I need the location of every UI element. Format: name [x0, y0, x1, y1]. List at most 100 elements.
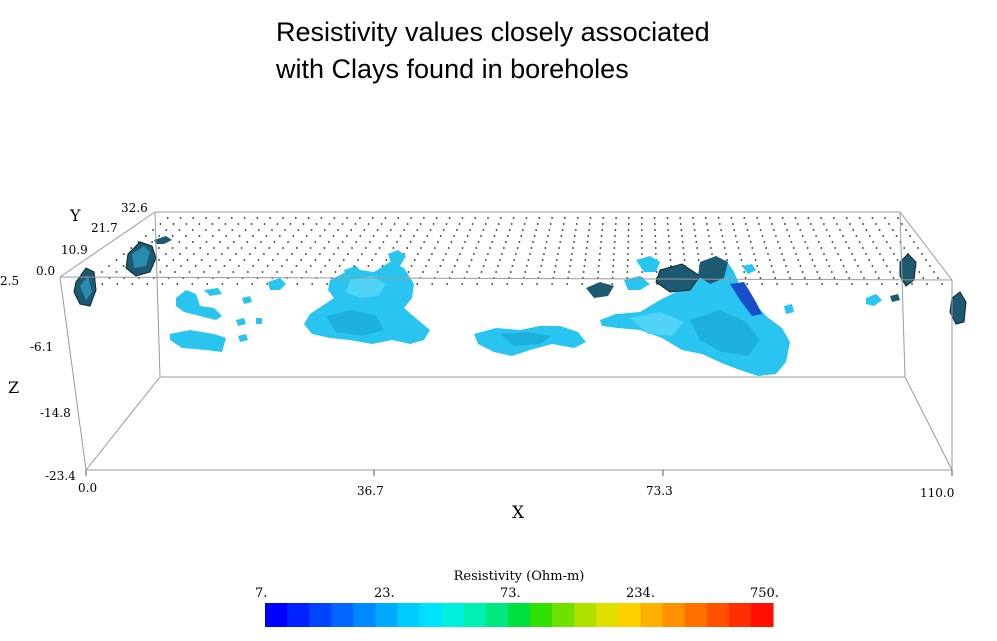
clay-body [170, 330, 226, 352]
electrode-dot [823, 223, 825, 225]
clay-body [890, 294, 900, 302]
electrode-dot [536, 283, 538, 285]
electrode-dot [833, 217, 835, 219]
electrode-dot [925, 259, 927, 261]
electrode-dot [917, 247, 919, 249]
box-edge [59, 211, 156, 278]
electrode-dot [429, 229, 432, 231]
electrode-dot [192, 217, 195, 219]
electrode-dot [497, 265, 499, 267]
axes-bounding-box [59, 211, 953, 471]
electrode-dot [710, 247, 712, 249]
colorbar-swatch [397, 603, 421, 627]
electrode-dot [737, 247, 740, 249]
electrode-dot [355, 241, 358, 243]
electrode-dot [260, 241, 262, 243]
electrode-dot [848, 277, 851, 279]
electrode-dot [566, 283, 568, 285]
electrode-dot [159, 223, 162, 225]
electrode-dot [282, 247, 284, 249]
chart-title-line-2: with Clays found in boreholes [276, 54, 629, 84]
colorbar-swatch [728, 603, 752, 627]
electrode-dot [557, 253, 559, 255]
electrode-dot [680, 229, 683, 231]
electrode-dot [803, 277, 806, 279]
electrode-dot [584, 259, 587, 261]
electrode-dot [901, 223, 903, 225]
electrode-dot [413, 235, 415, 237]
electrode-dot [834, 247, 837, 249]
electrode-dot [854, 259, 856, 261]
electrode-dot [558, 247, 560, 249]
electrode-dot [786, 229, 788, 231]
electrode-dot [213, 247, 215, 249]
electrode-dot [186, 259, 189, 261]
electrode-dot [756, 217, 758, 219]
electrode-dot [722, 241, 725, 243]
electrode-dot [653, 217, 656, 219]
electrode-dot [683, 259, 686, 261]
electrode-dot [337, 229, 339, 231]
electrode-dot [171, 235, 174, 237]
electrode-dot [697, 253, 699, 255]
electrode-dot [797, 223, 799, 225]
y-tick-label: 0.0 [36, 264, 55, 278]
electrode-dot [122, 265, 125, 267]
z-tick-label: -6.1 [30, 340, 53, 354]
electrode-dot [433, 247, 436, 249]
electrode-dot [682, 247, 685, 249]
electrode-dot [307, 217, 310, 219]
electrode-dot [423, 217, 425, 219]
electrode-dot [416, 229, 419, 231]
electrode-dot [828, 265, 831, 267]
electrode-dot [708, 235, 710, 237]
electrode-dot [809, 253, 811, 255]
clay-body [636, 256, 660, 272]
electrode-dot [863, 277, 865, 279]
electrode-dot [807, 217, 810, 219]
electrode-dot [480, 235, 482, 237]
electrode-dot [363, 229, 366, 231]
electrode-dot [131, 283, 134, 285]
colorbar-swatch [507, 603, 531, 627]
electrode-dot [627, 223, 630, 225]
electrode-dot [704, 217, 707, 219]
electrode-dot [287, 241, 289, 243]
electrode-dot [323, 229, 326, 231]
electrode-dot [669, 253, 671, 255]
x-axis-label: X [512, 503, 525, 523]
electrode-dot [654, 247, 657, 249]
electrode-dot [200, 259, 203, 261]
electrode-dot [244, 229, 247, 231]
electrode-dot [191, 229, 194, 231]
electrode-dot [549, 223, 552, 225]
electrode-dot [525, 217, 528, 219]
electrode-dot [823, 253, 825, 255]
electrode-dot [503, 247, 505, 249]
y-tick-label: 32.6 [121, 201, 148, 215]
clay-body [949, 291, 967, 325]
electrode-dot [909, 235, 911, 237]
electrode-dot [820, 247, 823, 249]
electrode-dot [466, 235, 469, 237]
electrode-dot [232, 271, 235, 273]
electrode-dot [257, 229, 260, 231]
electrode-dot [172, 223, 175, 225]
colorbar-title: Resistivity (Ohm-m) [453, 569, 585, 584]
colorbar-tick-label: 7. [255, 586, 268, 601]
electrode-dot [224, 223, 227, 225]
electrode-dot [407, 271, 410, 273]
electrode-dot [332, 235, 335, 237]
electrode-dot [473, 253, 475, 255]
x-tick-label: 73.3 [646, 484, 673, 498]
electrode-dot [229, 259, 232, 261]
electrode-dot [668, 247, 671, 249]
electrode-dot [600, 235, 603, 237]
electrode-dot [290, 271, 293, 273]
electrode-dot [539, 271, 541, 273]
electrode-dot [476, 283, 479, 285]
colorbar-swatch [485, 603, 509, 627]
electrode-dot [612, 259, 615, 261]
y-tick-label: 10.9 [61, 243, 88, 257]
electrode-dot [466, 271, 468, 273]
